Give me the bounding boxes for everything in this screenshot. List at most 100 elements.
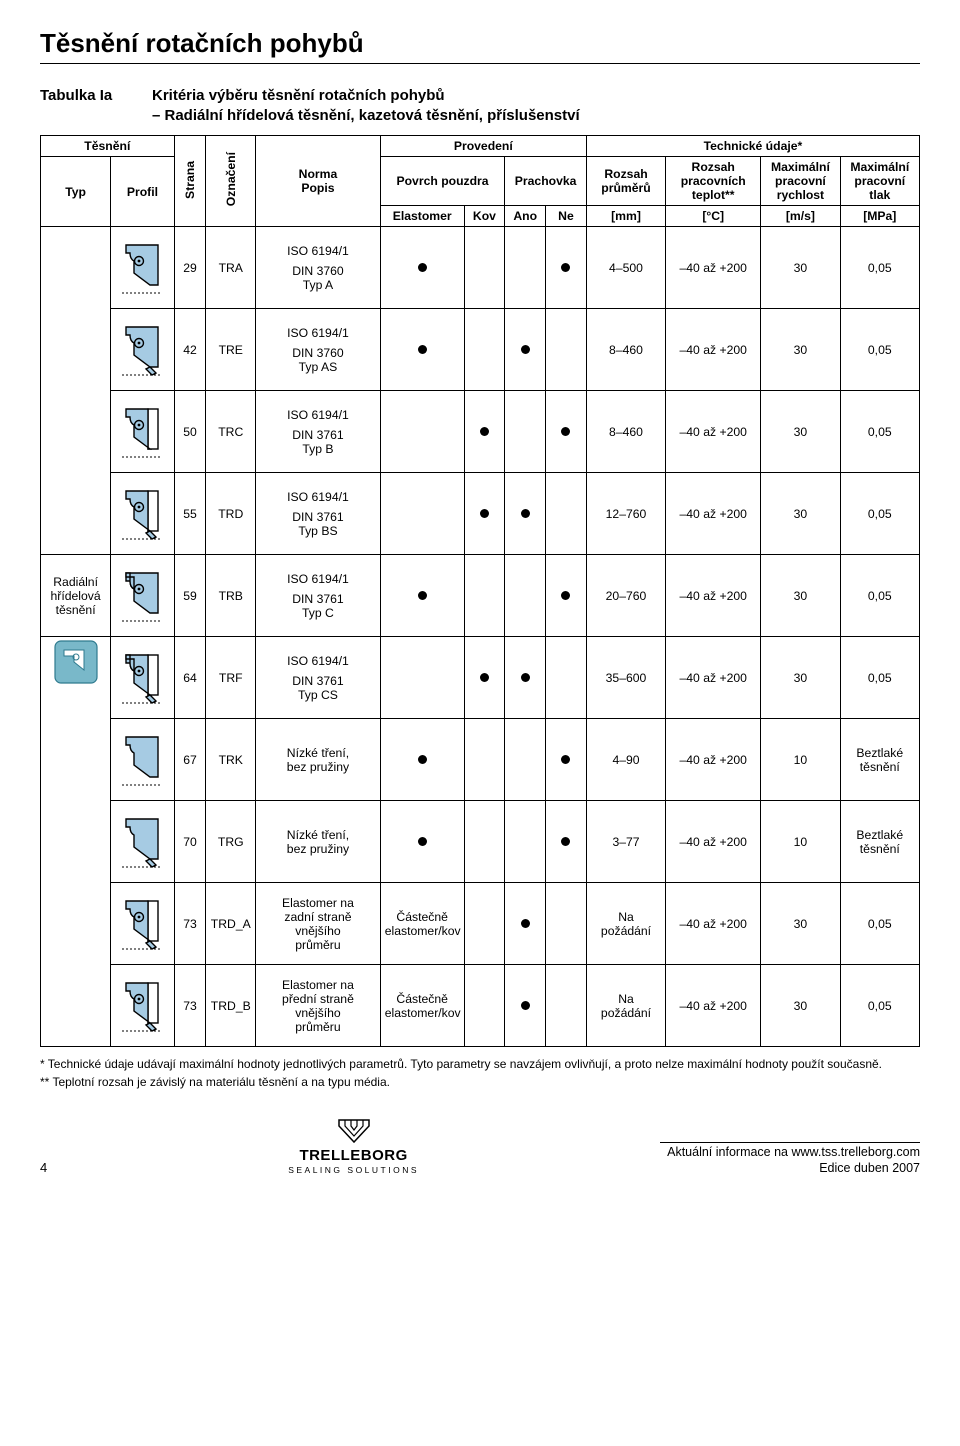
th-provedeni: Provedení — [380, 136, 586, 157]
cell-rychlost: 30 — [761, 555, 840, 637]
cell-norma: ISO 6194/1DIN 3760Typ A — [256, 227, 381, 309]
cell-rozsah: Na požádání — [586, 965, 665, 1047]
cell-strana: 55 — [174, 473, 206, 555]
page-title: Těsnění rotačních pohybů — [40, 28, 920, 59]
table-caption-row: Tabulka Ia Kritéria výběru těsnění rotač… — [40, 86, 920, 125]
cell-kov — [464, 309, 505, 391]
cell-ano — [505, 637, 546, 719]
cell-kov — [464, 473, 505, 555]
cell-elastomer: Částečně elastomer/kov — [380, 883, 464, 965]
cell-tlak: 0,05 — [840, 637, 919, 719]
th-tech-udaje: Technické údaje* — [586, 136, 919, 157]
th-norma: Norma Popis — [256, 136, 381, 227]
cell-ano — [505, 719, 546, 801]
cell-ne — [546, 719, 587, 801]
cell-rychlost: 30 — [761, 473, 840, 555]
profile-icon-cell — [111, 637, 174, 719]
cell-tlak: Beztlaké těsnění — [840, 801, 919, 883]
cell-kov — [464, 965, 505, 1047]
cell-norma: ISO 6194/1DIN 3760Typ AS — [256, 309, 381, 391]
th-elastomer: Elastomer — [380, 206, 464, 227]
dot-icon — [521, 345, 530, 354]
cell-ne — [546, 391, 587, 473]
cell-rychlost: 30 — [761, 637, 840, 719]
table-row: 73TRD_AElastomer nazadní straněvnějšíhop… — [41, 883, 920, 965]
cell-oznaceni: TRC — [206, 391, 256, 473]
cell-teplota: –40 až +200 — [666, 719, 761, 801]
cell-elastomer — [380, 473, 464, 555]
dot-icon — [561, 837, 570, 846]
cell-rychlost: 10 — [761, 801, 840, 883]
group-icon-cell — [41, 637, 111, 1047]
profile-icon-cell — [111, 719, 174, 801]
cell-rychlost: 30 — [761, 965, 840, 1047]
group-label: Radiální hřídelová těsnění — [41, 555, 111, 637]
cell-strana: 50 — [174, 391, 206, 473]
cell-kov — [464, 555, 505, 637]
cell-norma: Nízké tření,bez pružiny — [256, 719, 381, 801]
cell-ne — [546, 473, 587, 555]
cell-ano — [505, 309, 546, 391]
cell-norma: ISO 6194/1DIN 3761Typ C — [256, 555, 381, 637]
dot-icon — [480, 427, 489, 436]
th-ms: [m/s] — [761, 206, 840, 227]
dot-icon — [418, 837, 427, 846]
th-strana: Strana — [174, 136, 206, 227]
table-row: 67TRKNízké tření,bez pružiny4–90–40 až +… — [41, 719, 920, 801]
cell-ne — [546, 637, 587, 719]
cell-ano — [505, 473, 546, 555]
cell-kov — [464, 801, 505, 883]
cell-teplota: –40 až +200 — [666, 473, 761, 555]
cell-elastomer — [380, 555, 464, 637]
cell-oznaceni: TRD — [206, 473, 256, 555]
cell-elastomer: Částečně elastomer/kov — [380, 965, 464, 1047]
cell-ano — [505, 391, 546, 473]
cell-rychlost: 30 — [761, 227, 840, 309]
cell-norma: ISO 6194/1DIN 3761Typ B — [256, 391, 381, 473]
cell-strana: 67 — [174, 719, 206, 801]
cell-ano — [505, 555, 546, 637]
profile-icon-cell — [111, 309, 174, 391]
footnote-1: * Technické údaje udávají maximální hodn… — [40, 1057, 920, 1073]
cell-norma: ISO 6194/1DIN 3761Typ BS — [256, 473, 381, 555]
th-rozsah-tepl: Rozsah pracovních teplot** — [666, 157, 761, 206]
cell-teplota: –40 až +200 — [666, 309, 761, 391]
dot-icon — [418, 591, 427, 600]
cell-kov — [464, 883, 505, 965]
brand-logo-icon — [337, 1118, 371, 1144]
cell-teplota: –40 až +200 — [666, 801, 761, 883]
cell-elastomer — [380, 227, 464, 309]
th-povrch: Povrch pouzdra — [380, 157, 505, 206]
dot-icon — [521, 919, 530, 928]
dot-icon — [418, 345, 427, 354]
cell-tlak: 0,05 — [840, 883, 919, 965]
th-kov: Kov — [464, 206, 505, 227]
cell-strana: 64 — [174, 637, 206, 719]
cell-rozsah: 4–90 — [586, 719, 665, 801]
cell-tlak: 0,05 — [840, 965, 919, 1047]
profile-icon-cell — [111, 965, 174, 1047]
cell-oznaceni: TRA — [206, 227, 256, 309]
criteria-line-2: – Radiální hřídelová těsnění, kazetová t… — [152, 106, 580, 126]
dot-icon — [480, 509, 489, 518]
cell-teplota: –40 až +200 — [666, 883, 761, 965]
cell-ano — [505, 801, 546, 883]
type-cell-top — [41, 227, 111, 555]
cell-rozsah: 20–760 — [586, 555, 665, 637]
cell-rozsah: 12–760 — [586, 473, 665, 555]
th-typ: Typ — [41, 157, 111, 227]
cell-elastomer — [380, 391, 464, 473]
cell-elastomer — [380, 309, 464, 391]
cell-teplota: –40 až +200 — [666, 391, 761, 473]
cell-oznaceni: TRD_B — [206, 965, 256, 1047]
title-underline — [40, 63, 920, 64]
cell-rychlost: 30 — [761, 883, 840, 965]
dot-icon — [561, 591, 570, 600]
cell-norma: Elastomer napřední straněvnějšíhoprůměru — [256, 965, 381, 1047]
profile-icon-cell — [111, 473, 174, 555]
cell-rozsah: 8–460 — [586, 391, 665, 473]
page-footer: 4 TRELLEBORG SEALING SOLUTIONS Aktuální … — [40, 1118, 920, 1175]
cell-ne — [546, 309, 587, 391]
cell-ano — [505, 965, 546, 1047]
cell-kov — [464, 719, 505, 801]
